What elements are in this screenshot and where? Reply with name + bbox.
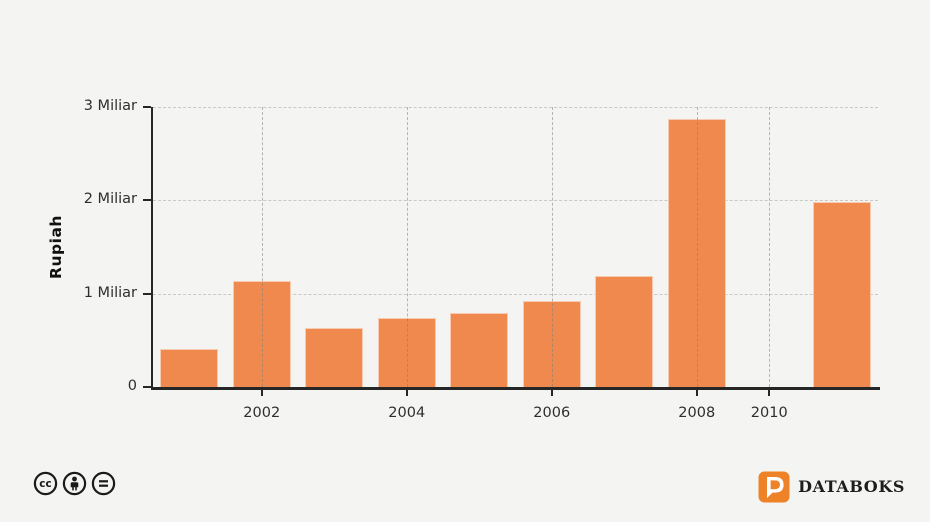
equal-icon[interactable] bbox=[91, 471, 116, 500]
x-tick-2010 bbox=[768, 390, 771, 396]
x-tick-2004 bbox=[405, 390, 408, 396]
y-tick-2 bbox=[143, 199, 151, 202]
bar-2001 bbox=[160, 348, 219, 387]
bar-2005 bbox=[450, 313, 509, 387]
v-gridline-2002 bbox=[261, 107, 263, 387]
x-tick-label-2004: 2004 bbox=[388, 405, 426, 421]
x-tick-2008 bbox=[695, 390, 698, 396]
bar-2011 bbox=[812, 202, 871, 387]
x-tick-2002 bbox=[260, 390, 263, 396]
bar-2003 bbox=[305, 328, 364, 387]
y-tick-label-2: 2 Miliar bbox=[83, 191, 137, 208]
y-axis-title-text: Rupiah bbox=[47, 215, 65, 279]
x-tick-2006 bbox=[550, 390, 553, 396]
v-gridline-2006 bbox=[551, 107, 553, 387]
svg-text:cc: cc bbox=[39, 478, 51, 490]
y-axis-title: Rupiah bbox=[0, 199, 156, 295]
chart-area: 0 1 Miliar 2 Miliar 3 Miliar 2002 2004 2006 200… bbox=[84, 98, 880, 421]
x-tick-label-2006: 2006 bbox=[533, 405, 571, 421]
h-gridline-1 bbox=[153, 293, 878, 295]
brand[interactable]: DATABOKS bbox=[758, 470, 905, 503]
cc-icon[interactable]: cc bbox=[33, 471, 58, 500]
brand-text: DATABOKS bbox=[798, 477, 905, 496]
plot-area: 0 1 Miliar 2 Miliar 3 Miliar 2002 2004 2006 200… bbox=[84, 98, 880, 421]
bar-2007 bbox=[595, 275, 654, 387]
x-tick-label-2008: 2008 bbox=[678, 405, 716, 421]
v-gridline-2008 bbox=[696, 107, 698, 387]
x-axis-spine bbox=[151, 387, 880, 390]
databoks-logo-icon bbox=[758, 471, 790, 503]
h-gridline-3 bbox=[153, 107, 878, 108]
attribution-icon[interactable] bbox=[62, 471, 87, 500]
y-tick-label-0: 0 bbox=[127, 378, 137, 394]
y-tick-label-3: 3 Miliar bbox=[83, 98, 137, 114]
y-tick-0 bbox=[143, 386, 151, 388]
y-tick-1 bbox=[143, 292, 151, 295]
v-gridline-2004 bbox=[406, 107, 408, 387]
license-icons: cc bbox=[33, 471, 116, 500]
h-gridline-2 bbox=[153, 200, 878, 202]
y-tick-3 bbox=[143, 106, 151, 108]
v-gridline-2010 bbox=[769, 107, 771, 387]
x-tick-label-2010: 2010 bbox=[750, 405, 788, 421]
y-axis-spine bbox=[151, 107, 153, 390]
y-tick-label-1: 1 Miliar bbox=[83, 284, 137, 301]
x-tick-label-2002: 2002 bbox=[243, 405, 281, 421]
